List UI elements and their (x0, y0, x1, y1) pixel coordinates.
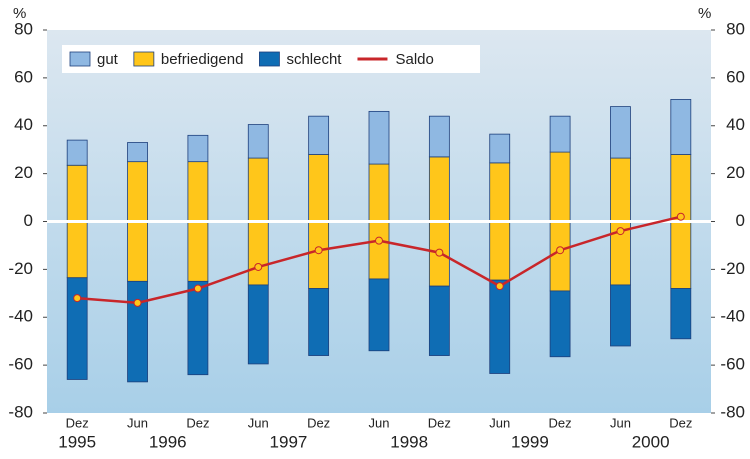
bar-schlecht (66, 277, 88, 380)
bar-gut (308, 115, 330, 155)
y-unit: % (13, 5, 26, 22)
saldo-marker (254, 262, 263, 271)
bar-gut (368, 110, 390, 165)
year-label: 1995 (58, 432, 96, 451)
y2-tick-label: 40 (726, 115, 745, 134)
saldo-marker (314, 246, 323, 255)
y-tick-label: 0 (24, 211, 33, 230)
saldo-marker (193, 284, 202, 293)
y2-tick-label: 60 (726, 67, 745, 86)
y-tick-label: 80 (14, 19, 33, 38)
legend-swatch (69, 51, 91, 67)
saldo-marker (375, 236, 383, 245)
y-tick-label: -40 (8, 307, 33, 326)
x-tick-label: Dez (307, 415, 330, 430)
y2-tick-label: 20 (726, 163, 745, 182)
legend-label: Saldo (395, 51, 433, 68)
y2-tick-label: -20 (720, 259, 745, 278)
bar-schlecht (428, 285, 450, 356)
y2-tick-label: -80 (720, 402, 745, 421)
saldo-marker (676, 212, 685, 221)
saldo-marker (495, 282, 504, 291)
bar-schlecht (127, 280, 148, 383)
bar-gut (247, 124, 269, 159)
y2-tick-label: 80 (726, 19, 745, 38)
year-label: 1999 (511, 432, 549, 451)
saldo-marker (616, 227, 625, 236)
x-tick-label: Dez (186, 415, 209, 430)
y-tick-label: -20 (8, 259, 33, 278)
bar-gut (66, 139, 88, 166)
y2-unit: % (698, 5, 711, 22)
bar-schlecht (368, 278, 390, 352)
y-tick-label: 40 (14, 115, 33, 134)
legend-label: schlecht (286, 51, 342, 68)
legend-label: gut (97, 51, 119, 68)
bar-schlecht (610, 284, 631, 347)
legend: gut befriedigend schlecht Saldo (62, 45, 480, 73)
y2-tick-label: 0 (736, 211, 745, 230)
bar-schlecht (187, 280, 209, 376)
year-label: 2000 (632, 432, 670, 451)
x-tick-label: Dez (66, 415, 89, 430)
x-tick-label: Jun (489, 415, 510, 430)
bar-gut (610, 106, 631, 159)
bar-schlecht (670, 288, 692, 340)
bar-schlecht (247, 284, 269, 365)
x-tick-label: Jun (127, 415, 148, 430)
x-tick-label: Jun (369, 415, 390, 430)
legend-label: befriedigend (161, 51, 244, 68)
y-tick-label: 60 (14, 67, 33, 86)
y-tick-label: -80 (8, 402, 33, 421)
year-label: 1997 (270, 432, 308, 451)
bar-gut (127, 142, 148, 163)
bar-gut (670, 99, 692, 155)
bar-gut (549, 115, 571, 153)
legend-swatch (259, 51, 280, 67)
saldo-marker (73, 294, 82, 303)
saldo-marker (556, 246, 565, 255)
saldo-marker (133, 298, 142, 307)
bar-schlecht (549, 290, 571, 358)
bar-schlecht (489, 279, 511, 374)
x-tick-label: Jun (610, 415, 631, 430)
y2-tick-label: -60 (720, 355, 745, 374)
x-tick-label: Dez (669, 415, 692, 430)
bar-gut (489, 133, 511, 164)
year-label: 1998 (390, 432, 428, 451)
year-label: 1996 (149, 432, 187, 451)
bar-schlecht (308, 288, 330, 356)
legend-swatch (133, 51, 155, 67)
y2-tick-label: -40 (720, 307, 745, 326)
y-tick-label: -60 (8, 355, 33, 374)
x-tick-label: Dez (549, 415, 572, 430)
y-tick-label: 20 (14, 163, 33, 182)
bar-gut (187, 134, 209, 163)
x-tick-label: Jun (248, 415, 269, 430)
x-tick-label: Dez (428, 415, 451, 430)
saldo-marker (435, 248, 444, 257)
bar-gut (428, 115, 450, 158)
